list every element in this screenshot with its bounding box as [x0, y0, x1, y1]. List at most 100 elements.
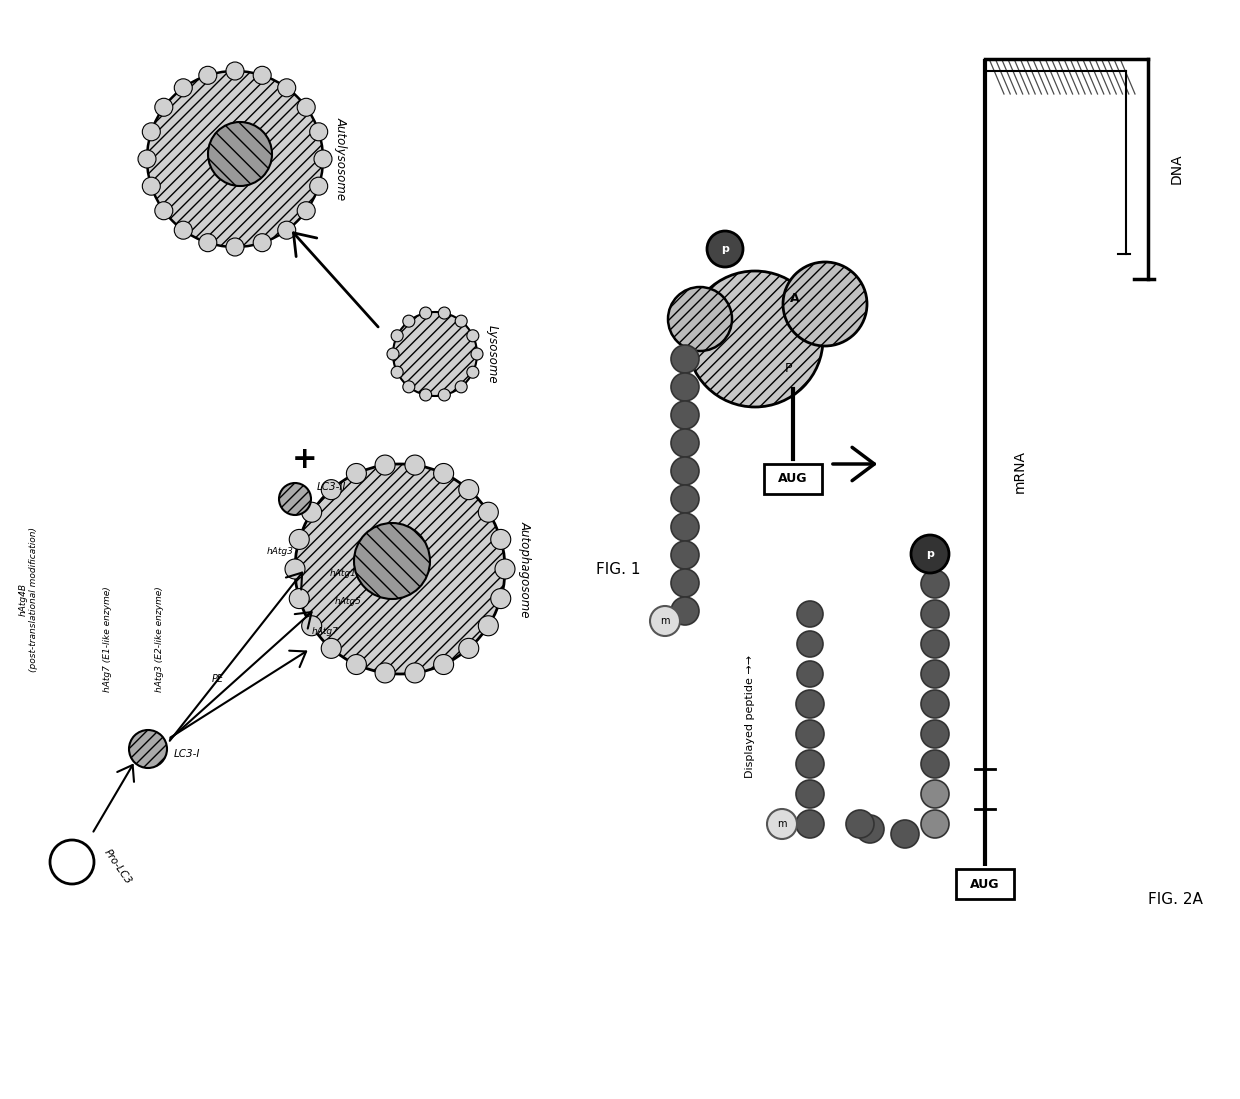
Circle shape	[419, 307, 432, 319]
Text: hAtg7 (E1-like enzyme): hAtg7 (E1-like enzyme)	[103, 586, 113, 692]
Circle shape	[405, 455, 425, 475]
Circle shape	[921, 660, 949, 688]
Text: hAtg3: hAtg3	[267, 546, 294, 555]
Circle shape	[921, 780, 949, 808]
Text: hAtg12: hAtg12	[330, 569, 362, 578]
Circle shape	[310, 123, 327, 141]
Circle shape	[491, 589, 511, 609]
Circle shape	[797, 631, 823, 657]
Circle shape	[491, 530, 511, 550]
Circle shape	[707, 231, 743, 267]
Circle shape	[796, 690, 825, 718]
Circle shape	[289, 530, 309, 550]
Circle shape	[295, 464, 505, 674]
Circle shape	[434, 655, 454, 675]
Circle shape	[353, 523, 430, 599]
Circle shape	[346, 655, 366, 675]
FancyBboxPatch shape	[956, 869, 1014, 899]
Circle shape	[671, 429, 699, 457]
Circle shape	[921, 810, 949, 839]
Text: P: P	[784, 363, 792, 376]
Circle shape	[479, 615, 498, 635]
Text: Lysosome: Lysosome	[486, 324, 498, 384]
Circle shape	[253, 66, 272, 85]
Circle shape	[175, 221, 192, 240]
Circle shape	[768, 809, 797, 839]
Circle shape	[650, 606, 680, 636]
Circle shape	[155, 98, 172, 116]
Circle shape	[459, 479, 479, 500]
Circle shape	[796, 780, 825, 808]
Circle shape	[419, 389, 432, 401]
Circle shape	[405, 663, 425, 682]
Circle shape	[671, 513, 699, 541]
Circle shape	[471, 348, 484, 360]
Circle shape	[391, 366, 403, 378]
Circle shape	[459, 639, 479, 658]
Circle shape	[298, 202, 315, 220]
Circle shape	[403, 381, 415, 392]
Circle shape	[301, 615, 321, 635]
Circle shape	[921, 690, 949, 718]
Text: Autolysosome: Autolysosome	[335, 118, 347, 200]
Text: Pro-LC3: Pro-LC3	[102, 847, 133, 887]
Circle shape	[671, 373, 699, 401]
Text: LC3-I: LC3-I	[174, 750, 201, 759]
Circle shape	[148, 71, 322, 247]
Circle shape	[687, 271, 823, 407]
Circle shape	[278, 79, 295, 97]
Circle shape	[143, 177, 160, 196]
Circle shape	[671, 401, 699, 429]
Circle shape	[439, 307, 450, 319]
Circle shape	[391, 330, 403, 342]
Circle shape	[671, 485, 699, 513]
Circle shape	[387, 348, 399, 360]
Circle shape	[393, 312, 477, 396]
Circle shape	[278, 221, 295, 240]
Text: mRNA: mRNA	[1013, 449, 1027, 493]
Circle shape	[495, 559, 515, 579]
Circle shape	[671, 457, 699, 485]
Circle shape	[321, 479, 341, 500]
Circle shape	[298, 98, 315, 116]
Circle shape	[479, 502, 498, 522]
Circle shape	[439, 389, 450, 401]
Text: +: +	[293, 444, 317, 474]
Circle shape	[796, 810, 825, 839]
Circle shape	[50, 840, 94, 884]
Circle shape	[455, 315, 467, 328]
Text: hAtg3 (E2-like enzyme): hAtg3 (E2-like enzyme)	[155, 586, 165, 692]
Circle shape	[911, 535, 949, 573]
Circle shape	[198, 66, 217, 85]
Circle shape	[671, 597, 699, 625]
Circle shape	[301, 502, 321, 522]
Text: PE: PE	[212, 674, 224, 684]
Circle shape	[226, 62, 244, 80]
Circle shape	[346, 464, 366, 484]
Circle shape	[671, 345, 699, 373]
Circle shape	[782, 262, 867, 346]
Text: LC3-II: LC3-II	[317, 482, 346, 492]
Circle shape	[403, 315, 415, 328]
Circle shape	[797, 601, 823, 628]
Circle shape	[285, 559, 305, 579]
Text: hAtg7: hAtg7	[311, 626, 339, 635]
Circle shape	[321, 639, 341, 658]
Circle shape	[921, 570, 949, 598]
Circle shape	[310, 177, 327, 196]
Circle shape	[129, 730, 167, 768]
Circle shape	[892, 820, 919, 848]
Circle shape	[279, 482, 311, 515]
Text: p: p	[926, 550, 934, 559]
Text: hAtg5: hAtg5	[335, 597, 362, 606]
Circle shape	[796, 720, 825, 748]
Circle shape	[455, 381, 467, 392]
Circle shape	[466, 366, 479, 378]
Circle shape	[921, 720, 949, 748]
Circle shape	[921, 750, 949, 778]
Circle shape	[374, 663, 396, 682]
Circle shape	[797, 660, 823, 687]
Circle shape	[175, 79, 192, 97]
Text: Displayed peptide →→: Displayed peptide →→	[745, 655, 755, 778]
Text: AUG: AUG	[779, 473, 807, 486]
